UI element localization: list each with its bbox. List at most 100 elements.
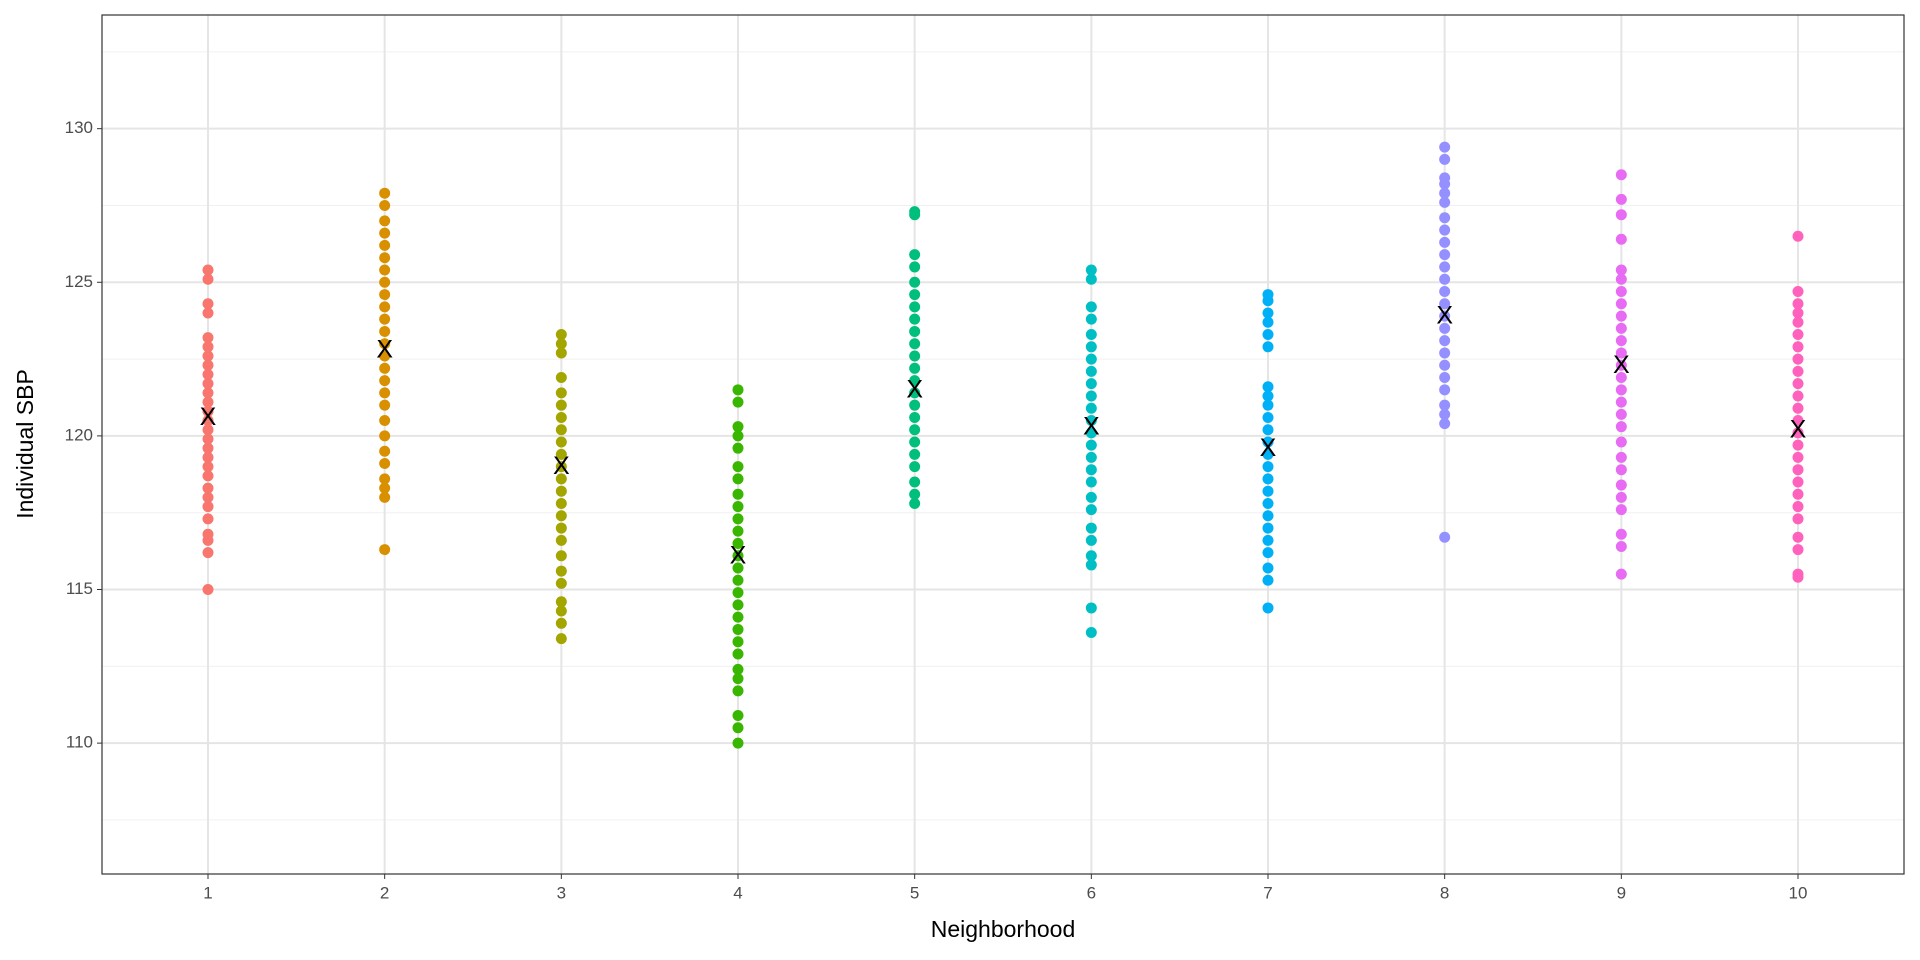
point: [732, 673, 744, 685]
point: [202, 482, 214, 494]
point: [909, 206, 921, 218]
point: [732, 488, 744, 500]
y-tick-label: 110: [66, 733, 93, 752]
point: [379, 362, 391, 374]
mean-marker: X: [730, 541, 747, 569]
point: [379, 252, 391, 264]
point: [1615, 322, 1627, 334]
point: [1085, 329, 1097, 341]
point: [1439, 273, 1451, 285]
point: [1792, 390, 1804, 402]
point: [1439, 196, 1451, 208]
point: [1262, 307, 1274, 319]
point: [555, 522, 567, 534]
point: [1085, 559, 1097, 571]
point: [1085, 439, 1097, 451]
point: [1262, 390, 1274, 402]
point: [732, 636, 744, 648]
point: [555, 411, 567, 423]
point: [1792, 415, 1804, 427]
point: [202, 359, 214, 371]
point: [1262, 534, 1274, 546]
point: [1792, 501, 1804, 513]
point: [1615, 540, 1627, 552]
point: [1262, 461, 1274, 473]
point: [1615, 209, 1627, 221]
point: [1085, 627, 1097, 639]
point: [1439, 212, 1451, 224]
x-tick-label: 3: [557, 883, 566, 902]
point: [202, 424, 214, 436]
point: [379, 227, 391, 239]
point: [379, 264, 391, 276]
point: [909, 301, 921, 313]
mean-marker: X: [553, 452, 570, 480]
point: [379, 445, 391, 457]
point: [202, 350, 214, 362]
point: [202, 405, 214, 417]
point: [909, 448, 921, 460]
point: [202, 461, 214, 473]
point: [1439, 310, 1451, 322]
marks: X X X X X X X X X X: [200, 141, 1807, 749]
point: [1262, 485, 1274, 497]
point: [1085, 365, 1097, 377]
point: [555, 424, 567, 436]
x-tick-label: 1: [203, 883, 212, 902]
point: [379, 325, 391, 337]
point: [555, 577, 567, 589]
point: [555, 473, 567, 485]
point: [732, 430, 744, 442]
point: [1615, 233, 1627, 245]
point: [1439, 236, 1451, 248]
point: [1262, 510, 1274, 522]
point: [1085, 264, 1097, 276]
point: [732, 473, 744, 485]
point: [1439, 224, 1451, 236]
plot-border: [101, 14, 1905, 875]
point: [1262, 473, 1274, 485]
x-tick-label: 6: [1087, 883, 1096, 902]
mean-marker: X: [1260, 434, 1277, 462]
point: [732, 501, 744, 513]
mean-marker: X: [1436, 302, 1453, 330]
point: [379, 544, 391, 556]
point: [202, 584, 214, 596]
point: [1439, 347, 1451, 359]
point: [1439, 335, 1451, 347]
point: [1262, 436, 1274, 448]
point: [555, 565, 567, 577]
point: [379, 473, 391, 485]
point: [1262, 381, 1274, 393]
x-tick-label: 8: [1440, 883, 1449, 902]
point: [1085, 504, 1097, 516]
point: [1085, 402, 1097, 414]
point: [1792, 513, 1804, 525]
point: [1262, 574, 1274, 586]
point: [379, 430, 391, 442]
mean-marker: X: [1083, 412, 1100, 440]
point: [555, 534, 567, 546]
point: [1262, 448, 1274, 460]
point: [909, 338, 921, 350]
point: [202, 491, 214, 503]
point: [1085, 602, 1097, 614]
point: [555, 497, 567, 509]
point: [379, 491, 391, 503]
point: [1792, 464, 1804, 476]
point: [909, 488, 921, 500]
point: [1085, 378, 1097, 390]
point: [1262, 289, 1274, 301]
point: [1792, 298, 1804, 310]
y-tick-label: 130: [65, 118, 93, 137]
point: [909, 411, 921, 423]
point: [202, 387, 214, 399]
point: [909, 436, 921, 448]
point: [1792, 488, 1804, 500]
x-tick-label: 2: [380, 883, 389, 902]
point: [1085, 427, 1097, 439]
point: [555, 399, 567, 411]
point: [732, 550, 744, 562]
point: [1792, 451, 1804, 463]
point: [1085, 353, 1097, 365]
